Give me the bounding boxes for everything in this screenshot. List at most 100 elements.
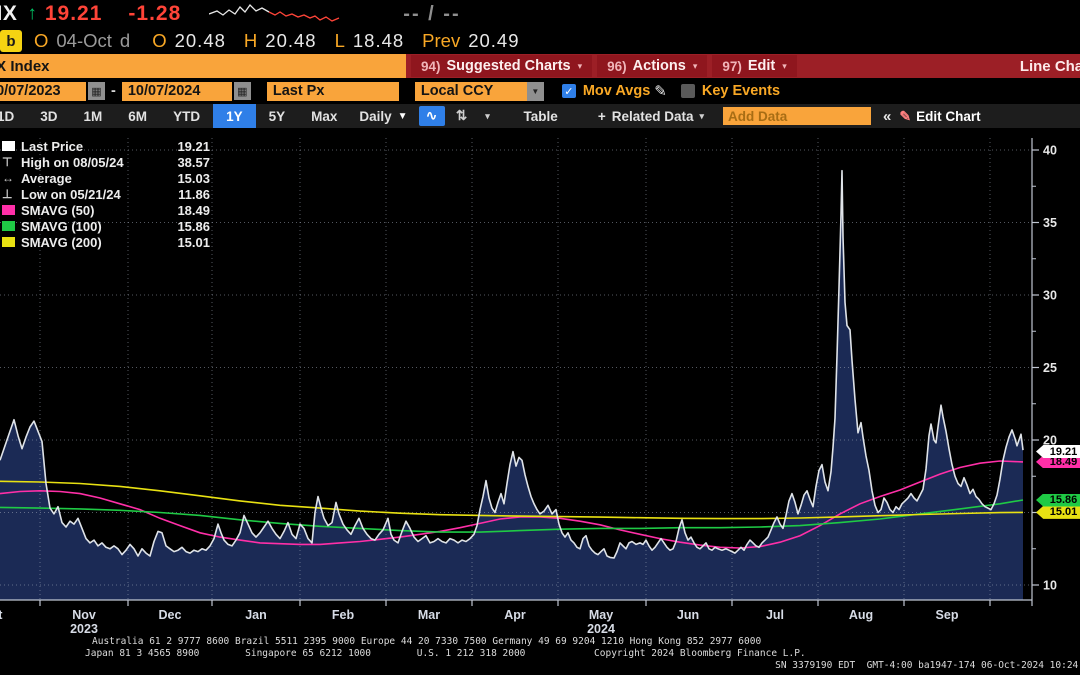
svg-text:35: 35 [1043, 216, 1057, 230]
price-type-field[interactable]: Last Px [266, 81, 399, 101]
price-change: -1.28 [128, 2, 182, 25]
actions-button[interactable]: 96) Actions ▾ [597, 55, 708, 77]
chevron-down-icon: ▾ [577, 60, 583, 71]
open-label: O [152, 30, 167, 51]
magenta-swatch-icon [2, 205, 17, 215]
high-value: 20.48 [265, 30, 317, 51]
price-chart-canvas[interactable]: 10152025303540OctNov2023DecJanFebMarAprM… [0, 128, 1080, 635]
svg-text:Dec: Dec [159, 608, 182, 622]
calendar-icon[interactable]: ▦ [233, 82, 251, 100]
svg-text:Jul: Jul [766, 608, 784, 622]
svg-text:Feb: Feb [332, 608, 355, 622]
svg-text:30: 30 [1043, 289, 1057, 303]
date-to-field[interactable]: 10/07/2024 [121, 81, 232, 101]
suggested-charts-button[interactable]: 94) Suggested Charts ▾ [411, 55, 593, 77]
date-range-dash: - [111, 83, 116, 99]
price-badge: 19.21 [1036, 445, 1080, 458]
chart-type-dropdown[interactable]: ▾ [479, 106, 497, 126]
green-swatch-icon [2, 221, 17, 231]
price-badge: 18.49 [1036, 455, 1080, 469]
collapse-icon[interactable]: « [883, 107, 892, 125]
mov-avgs-checkbox[interactable]: ✓ [561, 84, 576, 98]
last-price: 19.21 [44, 2, 103, 25]
low-value: 18.48 [352, 30, 405, 51]
legend-smavg100: SMAVG (100) 15.86 [2, 218, 210, 234]
prev-value: 20.49 [468, 30, 520, 51]
ticker-bar: VIX ↑ 19.21 -1.28 -- / -- [0, 0, 1080, 28]
frequency-select[interactable]: Daily ▼ [359, 108, 408, 124]
edit-button[interactable]: 97) Edit ▾ [712, 55, 797, 77]
prev-label: Prev [422, 30, 461, 51]
tab-max[interactable]: Max [311, 108, 338, 124]
legend-last-price: Last Price 19.21 [2, 138, 210, 154]
tab-1y[interactable]: 1Y [213, 104, 256, 128]
svg-text:Jan: Jan [245, 608, 267, 622]
svg-text:Oct: Oct [0, 608, 3, 622]
pencil-icon: ✎ [899, 107, 912, 124]
legend-smavg200: SMAVG (200) 15.01 [2, 234, 210, 250]
price-badge: 15.86 [1036, 493, 1080, 507]
footer-phones-line2: Japan 81 3 4565 8900 Singapore 65 6212 1… [85, 648, 806, 659]
chart-toolbar: 1D 3D 1M 6M YTD 1Y 5Y Max Daily ▼ ∿ ⇅ ▾ … [0, 104, 1080, 128]
svg-text:2023: 2023 [70, 622, 98, 635]
command-bar: VIX Index 94) Suggested Charts ▾ 96) Act… [0, 54, 1080, 78]
line-chart-icon: ∿ [425, 108, 438, 123]
tab-1d[interactable]: 1D [0, 108, 15, 124]
svg-text:Nov: Nov [72, 608, 96, 622]
chart-legend: Last Price 19.21 ⊤ High on 08/05/24 38.57 … [2, 138, 210, 250]
high-marker-icon: ⊤ [2, 155, 13, 169]
currency-select[interactable]: Local CCY ▼ [414, 81, 544, 101]
quote-bar: b O 04-Oct d O 20.48 H 20.48 L 18.48 Pre… [0, 28, 1080, 54]
ticker-symbol: VIX [0, 2, 18, 25]
chevron-down-icon: ▾ [485, 110, 490, 121]
edit-chart-button[interactable]: Edit Chart [916, 108, 981, 124]
bloomberg-clock-icon: b [0, 30, 22, 52]
related-data-button[interactable]: + Related Data ▾ [597, 108, 705, 124]
function-title: Line Chart [1019, 57, 1080, 75]
high-label: H [243, 30, 258, 51]
svg-text:May: May [589, 608, 613, 622]
chevron-down-icon: ▾ [692, 60, 698, 71]
dropdown-arrow-icon: ▼ [526, 81, 544, 101]
o-flag-label: O [34, 30, 49, 51]
white-swatch-icon [2, 141, 17, 151]
tab-ytd[interactable]: YTD [173, 108, 201, 124]
table-button[interactable]: Table [523, 108, 558, 124]
date-from-field[interactable]: 10/07/2023 [0, 81, 86, 101]
sort-arrows-icon: ⇅ [455, 108, 468, 123]
tab-3d[interactable]: 3D [40, 108, 58, 124]
yellow-swatch-icon [2, 237, 17, 247]
plus-icon: + [597, 108, 606, 124]
footer: Australia 61 2 9777 8600 Brazil 5511 239… [0, 635, 1080, 675]
svg-text:Apr: Apr [504, 608, 526, 622]
key-events-checkbox[interactable]: ■ [680, 84, 695, 98]
footer-session-info: SN 3379190 EDT GMT-4:00 ba1947-174 06-Oc… [775, 660, 1080, 671]
intraday-sparkline [209, 3, 340, 22]
svg-text:Aug: Aug [849, 608, 873, 622]
up-arrow-icon: ↑ [27, 3, 37, 24]
average-marker-icon: ↔ [2, 171, 14, 185]
tab-5y[interactable]: 5Y [268, 108, 286, 124]
chevron-down-icon: ▼ [397, 110, 408, 122]
line-chart-type-button[interactable]: ∿ [418, 106, 445, 126]
pencil-icon[interactable]: ✎ [654, 83, 667, 100]
tab-1m[interactable]: 1M [83, 108, 103, 124]
sort-button[interactable]: ⇅ [449, 106, 475, 126]
legend-average: ↔ Average 15.03 [2, 170, 210, 186]
legend-high: ⊤ High on 08/05/24 38.57 [2, 154, 210, 170]
legend-smavg50: SMAVG (50) 18.49 [2, 202, 210, 218]
add-data-input[interactable] [723, 107, 872, 125]
security-field[interactable]: VIX Index [0, 54, 406, 78]
chevron-down-icon: ▾ [699, 110, 705, 121]
svg-text:Jun: Jun [677, 608, 699, 622]
open-value: 20.48 [174, 30, 226, 51]
chart-region: 10152025303540OctNov2023DecJanFebMarAprM… [0, 128, 1080, 635]
price-badge: 15.01 [1036, 505, 1080, 519]
tab-6m[interactable]: 6M [128, 108, 148, 124]
legend-low: ⊥ Low on 05/21/24 11.86 [2, 186, 210, 202]
bid-ask-placeholder: -- / -- [403, 2, 461, 25]
mov-avgs-label: Mov Avgs [582, 83, 651, 99]
chevron-down-icon: ▾ [782, 60, 787, 71]
calendar-icon[interactable]: ▦ [88, 82, 105, 100]
